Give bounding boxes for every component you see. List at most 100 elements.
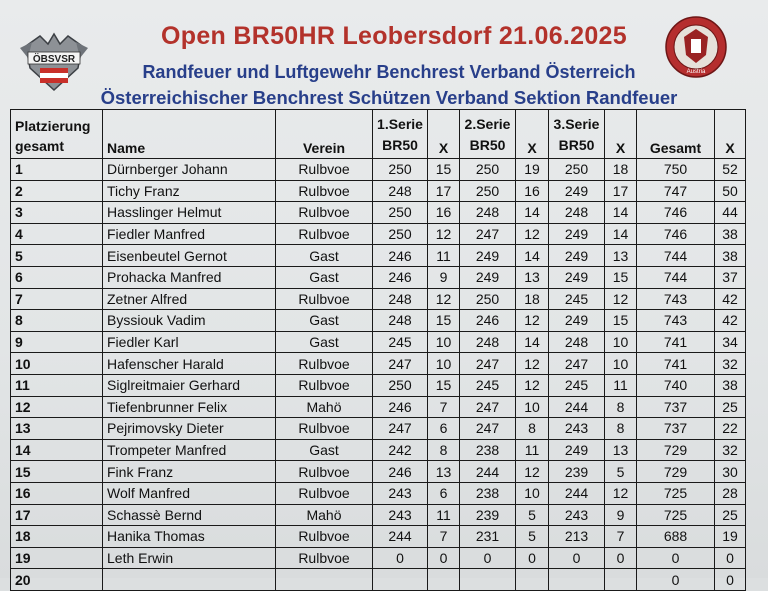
cell-x-total: 34 — [714, 330, 746, 354]
cell-x-3: 18 — [604, 158, 637, 181]
cell-x-3: 12 — [604, 481, 637, 505]
cell-total: 747 — [636, 179, 715, 203]
cell-total: 729 — [636, 438, 715, 462]
header-serie-3: 3.Serie BR50 — [548, 109, 605, 159]
cell-x-3: 14 — [604, 222, 637, 246]
header-serie-1: 1.Serie BR50 — [372, 109, 428, 159]
cell-x-1: 11 — [427, 244, 460, 267]
cell-x-1: 0 — [427, 546, 460, 570]
cell-club: Rulbvoe — [275, 373, 373, 397]
cell-x-2: 18 — [515, 287, 549, 311]
cell-serie-2: 244 — [459, 460, 516, 483]
cell-rank: 6 — [10, 265, 103, 289]
cell-name: Wolf Manfred — [102, 481, 276, 505]
cell-rank: 1 — [10, 158, 103, 181]
table-row: 12 Tiefenbrunner Felix Mahö 246 7 247 10 244 8 73… — [10, 395, 746, 419]
cell-name: Hafenscher Harald — [102, 352, 276, 375]
cell-total: 0 — [636, 568, 715, 591]
cell-x-total: 25 — [714, 503, 746, 527]
cell-x-2: 19 — [515, 158, 549, 181]
cell-rank: 15 — [10, 460, 103, 483]
cell-x-1: 10 — [427, 352, 460, 375]
cell-x-1: 17 — [427, 179, 460, 203]
cell-total: 743 — [636, 309, 715, 332]
cell-x-3: 11 — [604, 373, 637, 397]
cell-total: 741 — [636, 352, 715, 375]
cell-x-3: 10 — [604, 352, 637, 375]
cell-serie-3: 249 — [548, 179, 605, 203]
cell-name: Schassè Bernd — [102, 503, 276, 527]
cell-serie-2: 238 — [459, 438, 516, 462]
cell-x-3: 13 — [604, 438, 637, 462]
cell-x-2: 16 — [515, 179, 549, 203]
cell-name: Hanika Thomas — [102, 525, 276, 548]
cell-x-2: 12 — [515, 460, 549, 483]
cell-x-1: 7 — [427, 395, 460, 419]
table-row: 2 Tichy Franz Rulbvoe 248 17 250 16 249 17 747 50 — [10, 179, 746, 203]
cell-rank: 17 — [10, 503, 103, 527]
cell-serie-2: 249 — [459, 265, 516, 289]
cell-name: Siglreitmaier Gerhard — [102, 373, 276, 397]
cell-serie-1: 247 — [372, 417, 428, 440]
cell-club: Mahö — [275, 503, 373, 527]
cell-x-2: 8 — [515, 417, 549, 440]
cell-rank: 7 — [10, 287, 103, 311]
cell-name: Tiefenbrunner Felix — [102, 395, 276, 419]
header-x-1: X — [427, 109, 460, 159]
table-row: 20 0 0 — [10, 568, 746, 591]
cell-serie-2: 0 — [459, 546, 516, 570]
cell-serie-1: 248 — [372, 287, 428, 311]
cell-name: Prohacka Manfred — [102, 265, 276, 289]
cell-name: Hasslinger Helmut — [102, 201, 276, 224]
cell-club: Rulbvoe — [275, 525, 373, 548]
table-row: 7 Zetner Alfred Rulbvoe 248 12 250 18 245 12 743 4… — [10, 287, 746, 311]
table-row: 10 Hafenscher Harald Rulbvoe 247 10 247 12 247 1… — [10, 352, 746, 375]
cell-club: Rulbvoe — [275, 352, 373, 375]
cell-club: Rulbvoe — [275, 179, 373, 203]
cell-serie-2: 245 — [459, 373, 516, 397]
cell-x-1: 12 — [427, 287, 460, 311]
header-x-total: X — [714, 109, 746, 159]
cell-total: 737 — [636, 395, 715, 419]
cell-serie-3: 247 — [548, 352, 605, 375]
cell-x-3: 15 — [604, 309, 637, 332]
cell-total: 740 — [636, 373, 715, 397]
cell-club: Gast — [275, 330, 373, 354]
cell-name: Tichy Franz — [102, 179, 276, 203]
header-rank: Platzierung gesamt — [10, 109, 103, 159]
cell-x-1: 6 — [427, 481, 460, 505]
cell-serie-2: 247 — [459, 222, 516, 246]
cell-rank: 13 — [10, 417, 103, 440]
cell-x-3: 10 — [604, 330, 637, 354]
cell-club: Rulbvoe — [275, 222, 373, 246]
cell-x-1: 15 — [427, 373, 460, 397]
cell-club: Gast — [275, 309, 373, 332]
cell-x-1: 8 — [427, 438, 460, 462]
cell-serie-3: 213 — [548, 525, 605, 548]
cell-x-2: 14 — [515, 330, 549, 354]
table-row: 13 Pejrimovsky Dieter Rulbvoe 247 6 247 8 243 8 7… — [10, 417, 746, 440]
cell-serie-2: 231 — [459, 525, 516, 548]
cell-x-total: 38 — [714, 222, 746, 246]
cell-x-3: 7 — [604, 525, 637, 548]
cell-name: Fiedler Karl — [102, 330, 276, 354]
cell-serie-1: 250 — [372, 222, 428, 246]
cell-serie-1: 250 — [372, 158, 428, 181]
club-logo-left-eagle: ÖBSVSR — [20, 32, 88, 92]
cell-total: 744 — [636, 265, 715, 289]
cell-serie-2: 238 — [459, 481, 516, 505]
table-row: 14 Trompeter Manfred Gast 242 8 238 11 249 13 729… — [10, 438, 746, 462]
cell-serie-1: 0 — [372, 546, 428, 570]
cell-x-total: 19 — [714, 525, 746, 548]
cell-x-1: 7 — [427, 525, 460, 548]
cell-serie-2: 250 — [459, 287, 516, 311]
table-row: 15 Fink Franz Rulbvoe 246 13 244 12 239 5 729 30 — [10, 460, 746, 483]
cell-x-1: 11 — [427, 503, 460, 527]
cell-serie-1: 243 — [372, 481, 428, 505]
cell-rank: 5 — [10, 244, 103, 267]
cell-x-3: 12 — [604, 287, 637, 311]
cell-x-total: 37 — [714, 265, 746, 289]
cell-x-total: 28 — [714, 481, 746, 505]
cell-serie-2: 249 — [459, 244, 516, 267]
